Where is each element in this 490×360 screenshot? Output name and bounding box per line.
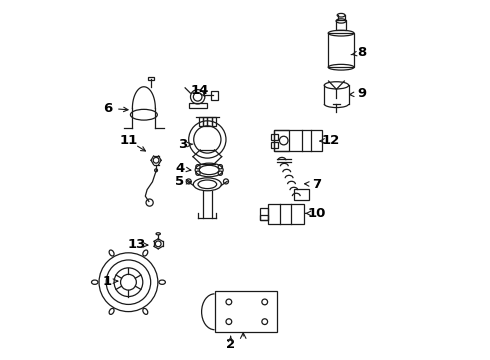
Text: 13: 13 xyxy=(127,238,146,251)
Bar xyxy=(294,189,309,200)
Text: 8: 8 xyxy=(357,46,366,59)
Bar xyxy=(260,208,269,220)
Bar xyxy=(189,103,207,108)
Text: 11: 11 xyxy=(120,134,138,147)
Text: 2: 2 xyxy=(226,338,235,351)
Text: 9: 9 xyxy=(357,87,366,100)
Bar xyxy=(199,117,203,126)
Bar xyxy=(274,130,322,151)
Bar xyxy=(328,33,354,67)
Bar xyxy=(215,291,277,332)
Bar xyxy=(148,77,154,80)
Bar xyxy=(269,204,304,224)
Text: 4: 4 xyxy=(175,162,184,175)
Text: 12: 12 xyxy=(322,134,340,147)
Bar xyxy=(260,215,269,220)
Text: 7: 7 xyxy=(312,178,321,191)
Bar xyxy=(212,117,216,126)
Text: 6: 6 xyxy=(103,102,113,115)
Bar xyxy=(211,91,218,100)
Text: 5: 5 xyxy=(175,175,184,188)
Bar xyxy=(271,134,278,140)
Text: 14: 14 xyxy=(191,84,209,97)
Bar xyxy=(207,117,212,126)
Bar xyxy=(274,130,289,151)
Bar xyxy=(271,142,278,148)
Text: 10: 10 xyxy=(308,207,326,220)
Text: 3: 3 xyxy=(177,138,187,151)
Text: 1: 1 xyxy=(102,275,112,288)
Bar xyxy=(203,117,207,126)
Bar xyxy=(336,20,346,30)
